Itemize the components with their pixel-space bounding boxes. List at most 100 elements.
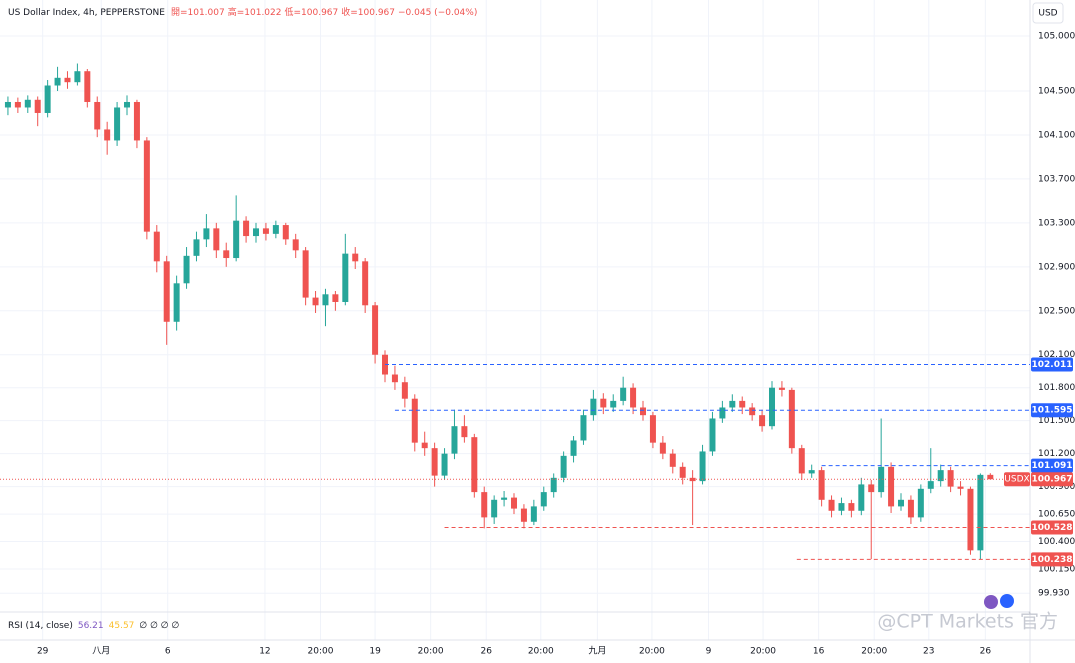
candle [223, 242, 230, 267]
candle [342, 233, 349, 306]
candle-body [84, 71, 91, 102]
x-tick-label: 23 [923, 647, 934, 657]
candle-body [233, 220, 240, 259]
candle-body [481, 492, 488, 518]
candle [282, 222, 289, 245]
candle-body [709, 418, 716, 452]
candle [411, 394, 418, 452]
candle [173, 275, 180, 331]
x-tick-label: 20:00 [308, 647, 334, 657]
x-tick-label: 16 [813, 647, 825, 657]
candle [253, 222, 260, 243]
candle [957, 481, 964, 496]
candle-body [213, 228, 220, 251]
candle [64, 71, 71, 89]
candle-body [729, 400, 736, 408]
candle-body [114, 107, 121, 141]
candle [491, 495, 498, 524]
y-tick-label: 101.800 [1038, 383, 1075, 393]
candle-body [461, 426, 468, 438]
candle-body [957, 486, 964, 489]
y-tick-label: 102.500 [1038, 306, 1075, 316]
candle-body [54, 77, 61, 86]
rsi-legend: RSI (14, close) 56.21 45.57 ∅ ∅ ∅ ∅ [8, 621, 179, 631]
price-tag-label: 100.528 [1032, 523, 1073, 533]
candle-body [788, 389, 795, 449]
candle [471, 433, 478, 498]
candle-body [14, 101, 21, 108]
candle-body [272, 225, 279, 234]
candle [818, 466, 825, 507]
candle [798, 444, 805, 481]
y-tick-label: 100.900 [1038, 482, 1075, 492]
candle-body [699, 451, 706, 482]
candle [898, 493, 905, 511]
candle [362, 258, 369, 313]
candle [133, 99, 140, 149]
candle-body [342, 253, 349, 302]
candle [44, 80, 51, 118]
candle-body [193, 239, 200, 256]
candle-body [292, 239, 299, 251]
candle-body [749, 407, 756, 416]
candle [848, 499, 855, 518]
candle-body [620, 387, 627, 401]
candle-body [630, 387, 637, 408]
price-tag-label: 101.595 [1032, 406, 1073, 416]
candle-body [679, 466, 686, 478]
indicator-icon[interactable] [984, 595, 998, 609]
candle-body [550, 477, 557, 493]
candle [917, 484, 924, 522]
candle [878, 418, 885, 498]
y-tick-label: 102.900 [1038, 262, 1075, 272]
y-tick-label: 103.700 [1038, 174, 1075, 184]
candle-body [947, 470, 954, 487]
candle-body [977, 474, 984, 551]
low-text: 低=100.967 [284, 6, 338, 18]
x-tick-label: 20:00 [528, 647, 554, 657]
y-tick-label: 103.300 [1038, 218, 1075, 228]
watermark: @CPT Markets 官方 [877, 611, 1058, 633]
candle-body [937, 470, 944, 482]
candle-body [848, 503, 855, 511]
candle [808, 464, 815, 478]
x-tick-label: 20:00 [639, 647, 665, 657]
symbol-tag-label: USDX [1004, 475, 1029, 485]
candle [610, 394, 617, 412]
candle-body [94, 101, 101, 130]
candle-body [153, 231, 160, 262]
candle [24, 95, 31, 113]
close-text: 收=100.967 [341, 6, 395, 18]
open-text: 開=101.007 [171, 7, 225, 18]
currency-button[interactable] [1032, 2, 1064, 24]
candle [749, 403, 756, 421]
candle [34, 96, 41, 127]
candle-body [530, 506, 537, 522]
flag-icon[interactable] [1000, 594, 1014, 608]
candle [163, 255, 170, 345]
candle [54, 66, 61, 91]
candle-body [471, 437, 478, 493]
candle [372, 301, 379, 364]
plot [4, 63, 994, 560]
candle [669, 449, 676, 474]
candle [907, 495, 914, 524]
candle [649, 411, 656, 449]
candle [382, 350, 389, 383]
candle [590, 389, 597, 421]
y-tick-label: 104.500 [1038, 86, 1075, 96]
price-tag-label: 102.011 [1032, 360, 1073, 370]
candle-body [4, 101, 11, 108]
price-tag [1031, 458, 1073, 473]
candle [481, 486, 488, 529]
candle [272, 220, 279, 239]
candle-body [451, 426, 458, 454]
x-tick-label: 九月 [588, 646, 606, 657]
candle-body [312, 297, 319, 306]
candle-body [540, 492, 547, 507]
y-tick-label: 101.200 [1038, 449, 1075, 459]
candle [838, 497, 845, 516]
candle [967, 486, 974, 555]
candle [719, 400, 726, 423]
